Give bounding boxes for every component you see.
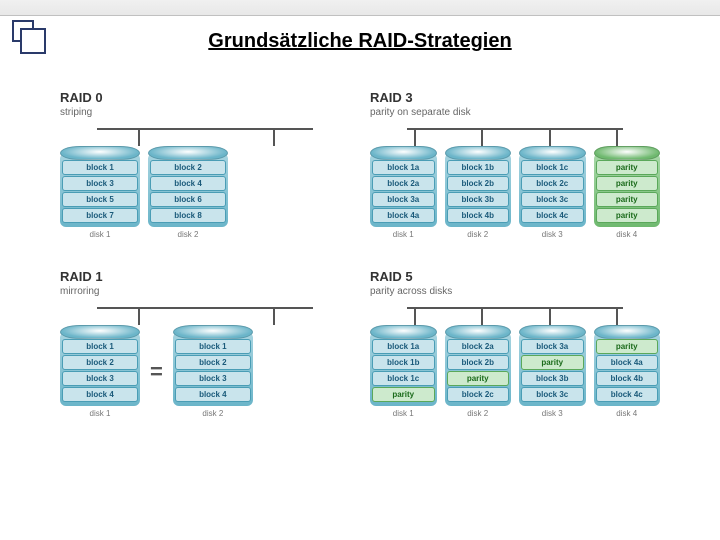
disk-block: block 2c — [521, 176, 584, 191]
raid5-section: RAID 5 parity across disks block 1ablock… — [370, 269, 660, 418]
disk-block: block 3a — [521, 339, 584, 354]
disk-block: block 4 — [62, 387, 138, 402]
raid3-connector — [380, 128, 650, 146]
disk-block: block 3a — [372, 192, 435, 207]
raid-grid: RAID 0 striping block 1block 3block 5blo… — [60, 90, 660, 418]
disk-label: disk 2 — [467, 409, 488, 418]
disk-block: block 2 — [175, 355, 251, 370]
raid3-disks: block 1ablock 2ablock 3ablock 4adisk 1bl… — [370, 146, 660, 239]
disk: block 2block 4block 6block 8 disk 2 — [148, 146, 228, 239]
disk-block: parity — [521, 355, 584, 370]
corner-decoration — [12, 20, 34, 42]
disk-block: block 1b — [372, 355, 435, 370]
disk-block: block 1 — [62, 339, 138, 354]
disk-block: block 4 — [175, 387, 251, 402]
disk-label: disk 2 — [202, 409, 223, 418]
raid5-disks: block 1ablock 1bblock 1cparitydisk 1bloc… — [370, 325, 660, 418]
disk-block: parity — [447, 371, 510, 386]
raid3-subtitle: parity on separate disk — [370, 107, 660, 118]
raid1-section: RAID 1 mirroring block 1block 2block 3bl… — [60, 269, 350, 418]
disk-block: block 3 — [62, 371, 138, 386]
raid0-section: RAID 0 striping block 1block 3block 5blo… — [60, 90, 350, 239]
top-bar — [0, 0, 720, 16]
raid1-title: RAID 1 — [60, 269, 350, 284]
disk-block: block 1a — [372, 339, 435, 354]
disk: block 1block 2block 3block 4 disk 1 — [60, 325, 140, 418]
raid1-connector — [70, 307, 340, 325]
disk-block: parity — [596, 192, 659, 207]
disk-block: parity — [596, 160, 659, 175]
disk-block: block 1 — [62, 160, 138, 175]
disk-block: block 4a — [372, 208, 435, 223]
disk: block 1block 2block 3block 4 disk 2 — [173, 325, 253, 418]
raid0-connector — [70, 128, 340, 146]
raid5-title: RAID 5 — [370, 269, 660, 284]
equals-sign: = — [148, 359, 165, 385]
disk-block: block 7 — [62, 208, 138, 223]
disk-block: parity — [596, 339, 659, 354]
disk-label: disk 4 — [616, 230, 637, 239]
disk-block: block 4a — [596, 355, 659, 370]
raid3-section: RAID 3 parity on separate disk block 1ab… — [370, 90, 660, 239]
disk: block 1ablock 2ablock 3ablock 4a disk 1 — [370, 146, 437, 239]
disk-block: block 2b — [447, 176, 510, 191]
disk-label: disk 2 — [178, 230, 199, 239]
disk-block: block 2 — [62, 355, 138, 370]
disk-block: block 2a — [447, 339, 510, 354]
disk-label: disk 2 — [467, 230, 488, 239]
disk-label: disk 1 — [393, 409, 414, 418]
disk-block: block 3 — [175, 371, 251, 386]
disk: block 1bblock 2bblock 3bblock 4b disk 2 — [445, 146, 512, 239]
disk-label: disk 4 — [616, 409, 637, 418]
disk-block: block 2c — [447, 387, 510, 402]
disk-label: disk 3 — [542, 230, 563, 239]
disk-block: parity — [596, 208, 659, 223]
disk-block: block 2b — [447, 355, 510, 370]
disk-block: block 2 — [150, 160, 226, 175]
disk-block: block 1a — [372, 160, 435, 175]
raid5-subtitle: parity across disks — [370, 286, 660, 297]
raid0-disks: block 1block 3block 5block 7disk 1block … — [60, 146, 350, 239]
disk-block: block 4c — [596, 387, 659, 402]
raid3-title: RAID 3 — [370, 90, 660, 105]
disk-block: block 2a — [372, 176, 435, 191]
raid0-title: RAID 0 — [60, 90, 350, 105]
disk-block: parity — [596, 176, 659, 191]
disk: parityblock 4ablock 4bblock 4c disk 4 — [594, 325, 661, 418]
disk: block 1ablock 1bblock 1cparity disk 1 — [370, 325, 437, 418]
disk: block 3aparityblock 3bblock 3c disk 3 — [519, 325, 586, 418]
disk: block 1block 3block 5block 7 disk 1 — [60, 146, 140, 239]
disk-block: block 1c — [521, 160, 584, 175]
raid5-connector — [380, 307, 650, 325]
disk: parityparityparityparitydisk 4 — [594, 146, 661, 239]
disk-block: block 3c — [521, 192, 584, 207]
disk-block: block 5 — [62, 192, 138, 207]
disk-block: block 3b — [447, 192, 510, 207]
disk-label: disk 1 — [90, 230, 111, 239]
disk-block: block 4 — [150, 176, 226, 191]
disk-block: block 8 — [150, 208, 226, 223]
disk-block: block 4b — [596, 371, 659, 386]
disk-block: block 4b — [447, 208, 510, 223]
disk-block: block 1b — [447, 160, 510, 175]
disk-block: block 3b — [521, 371, 584, 386]
disk-block: block 1 — [175, 339, 251, 354]
disk-block: block 3c — [521, 387, 584, 402]
disk-block: block 4c — [521, 208, 584, 223]
raid0-subtitle: striping — [60, 107, 350, 118]
disk-label: disk 1 — [393, 230, 414, 239]
disk-label: disk 1 — [90, 409, 111, 418]
disk-block: block 6 — [150, 192, 226, 207]
disk-block: block 1c — [372, 371, 435, 386]
raid1-disks: block 1block 2block 3block 4disk 1=block… — [60, 325, 350, 418]
disk-block: parity — [372, 387, 435, 402]
raid1-subtitle: mirroring — [60, 286, 350, 297]
disk: block 1cblock 2cblock 3cblock 4c disk 3 — [519, 146, 586, 239]
page-title: Grundsätzliche RAID-Strategien — [208, 30, 511, 53]
disk-label: disk 3 — [542, 409, 563, 418]
disk-block: block 3 — [62, 176, 138, 191]
disk: block 2ablock 2bparityblock 2c disk 2 — [445, 325, 512, 418]
